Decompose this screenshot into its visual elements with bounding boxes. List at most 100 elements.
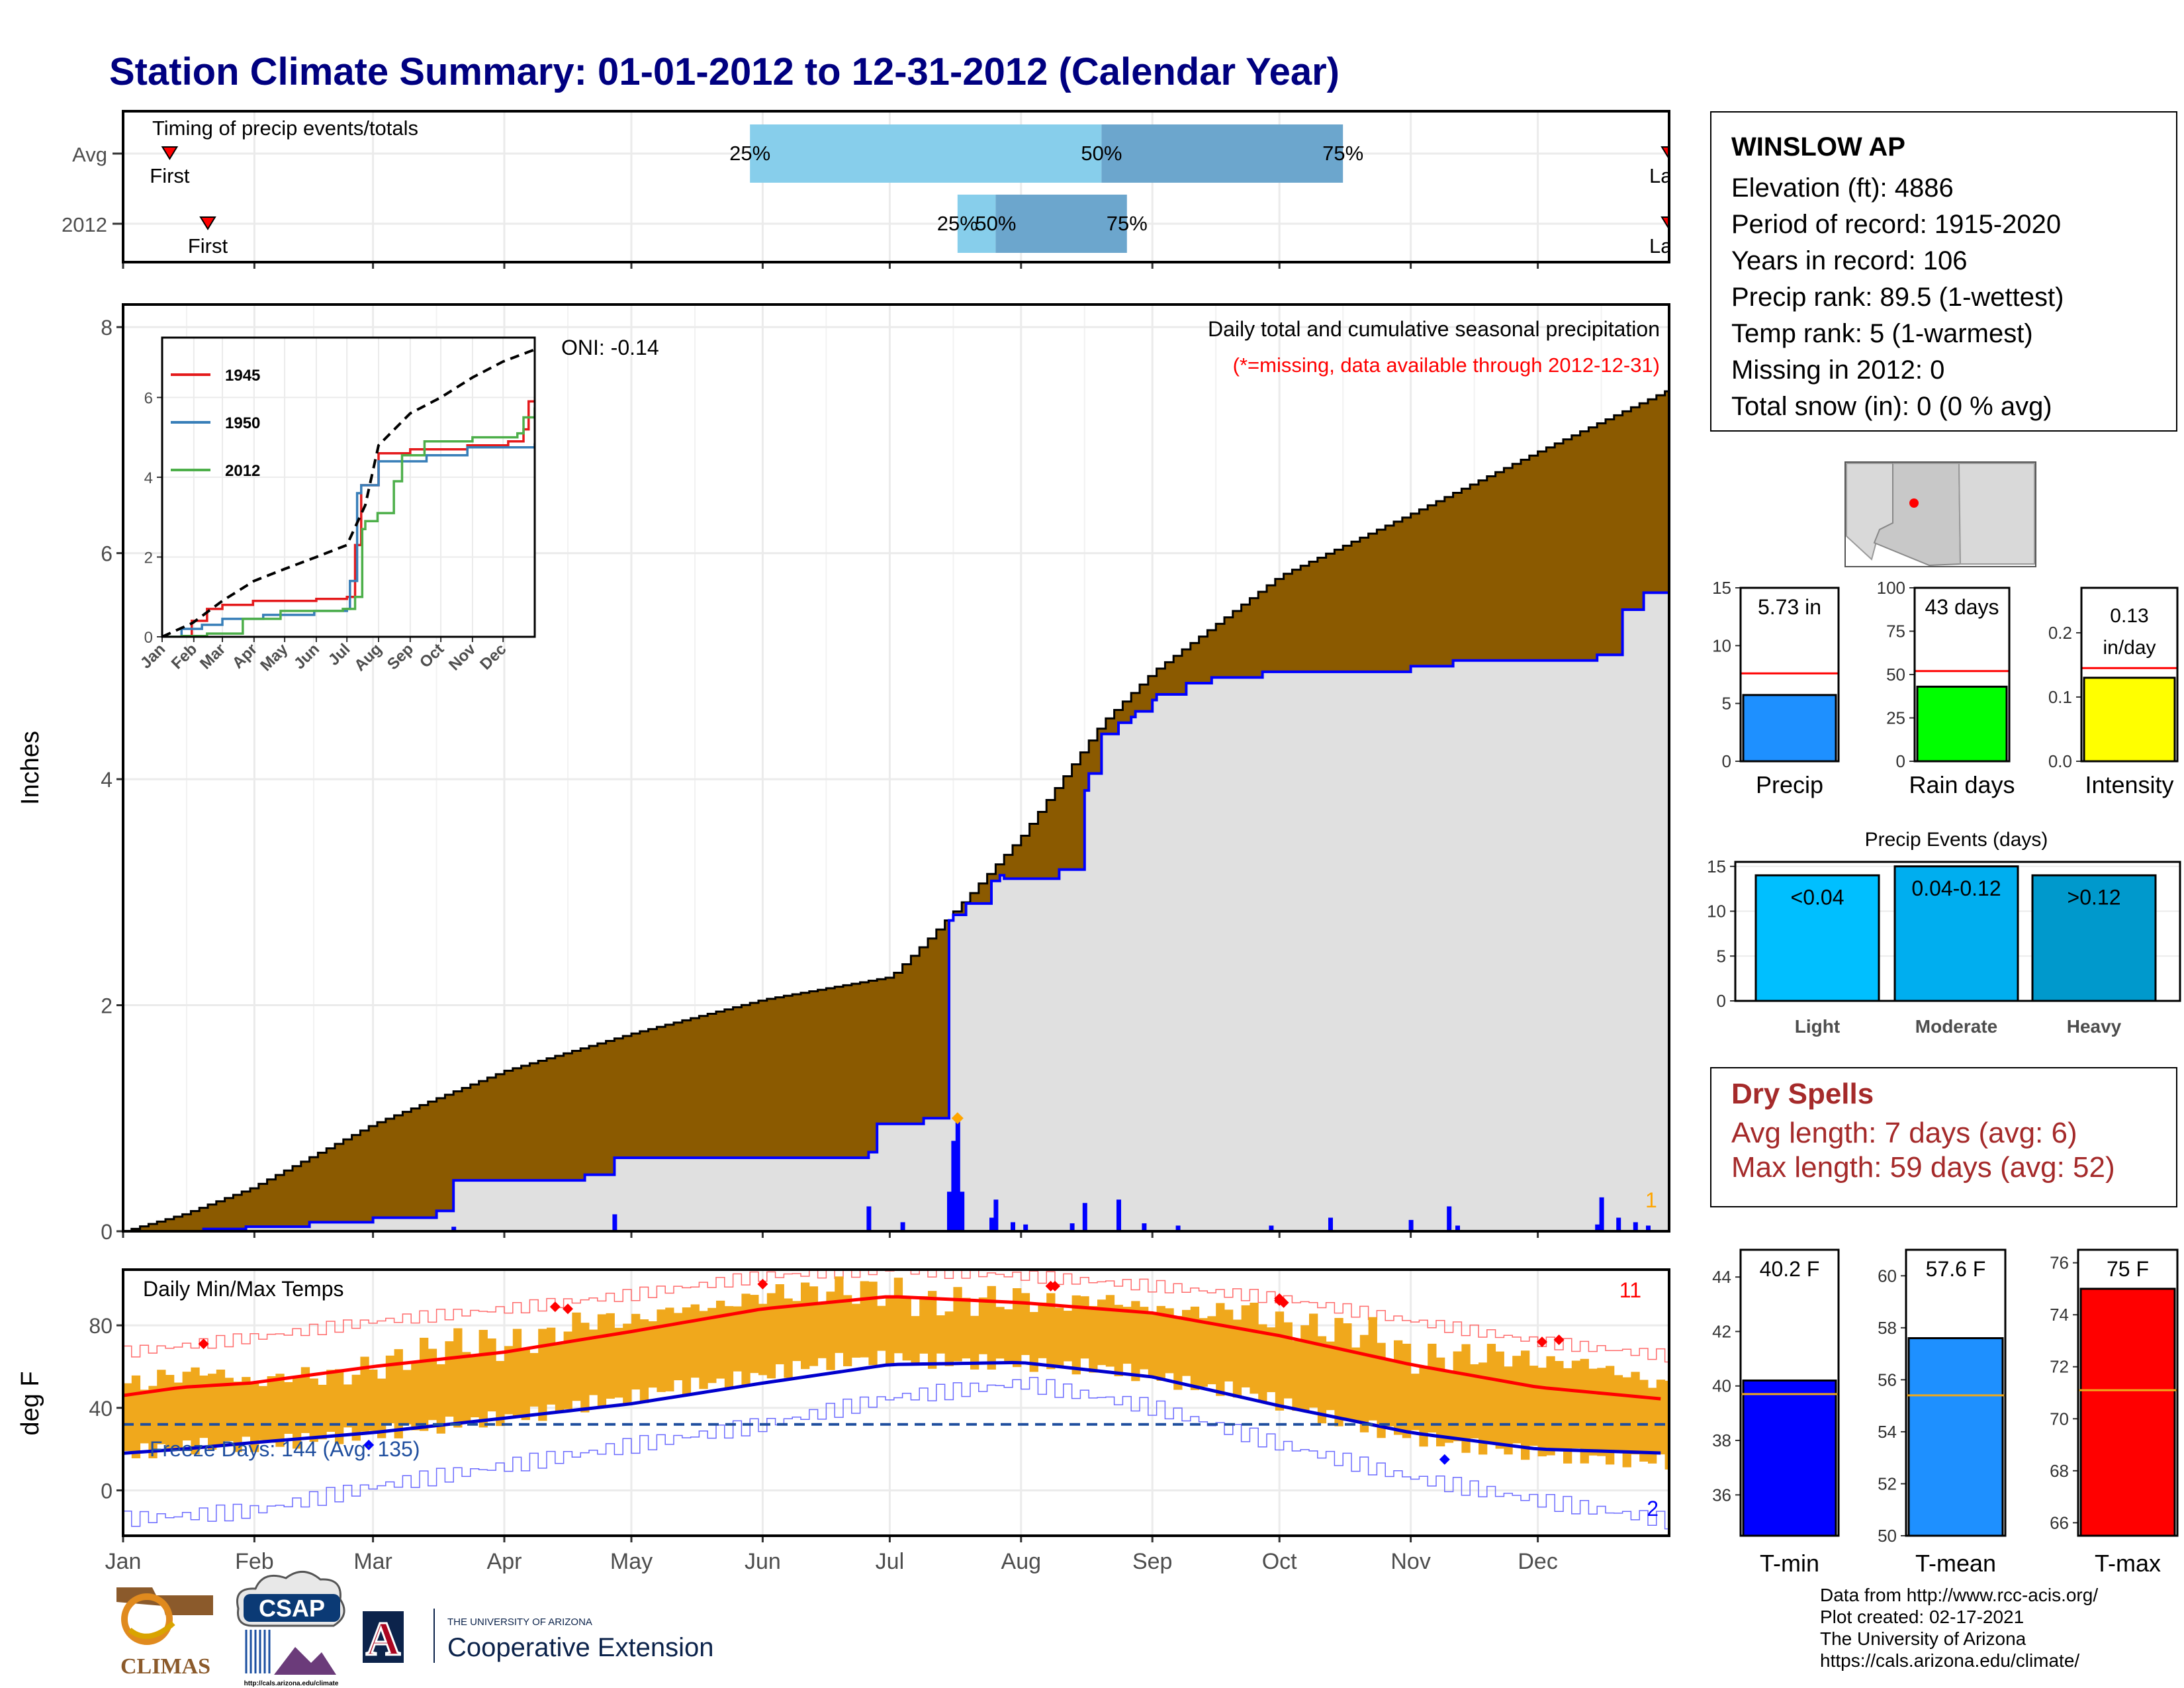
timing-row-label: Avg <box>72 143 107 166</box>
intensity-y-tick-label: 0.1 <box>2048 687 2072 707</box>
daily-temps-chart: 0 40 80 Daily Min/Max Temps Freeze Days: 144… <box>17 1268 1670 1574</box>
daily-temp-range-bar <box>1292 1340 1301 1411</box>
ua-logo-block <box>363 1611 404 1663</box>
precip_total-border <box>1739 586 1840 763</box>
daily-temp-range-bar <box>1063 1311 1073 1362</box>
daily-temp-range-bar <box>851 1303 861 1358</box>
inset-y-tick-label: 4 <box>144 469 153 487</box>
inset-bg <box>162 338 535 637</box>
timing-q50-label: 50% <box>1081 142 1122 165</box>
daily-temp-range-bar <box>1029 1311 1038 1372</box>
daily-temp-range-bar <box>1173 1315 1183 1390</box>
obs-2012-cumulative-area <box>123 586 1669 1231</box>
daily-temp-range-bar <box>351 1374 361 1441</box>
daily-temp-range-bar <box>343 1384 353 1428</box>
avg-max-line <box>123 1295 1661 1401</box>
daily-precip-bar <box>900 1222 905 1231</box>
timing-bar-q25-q50 <box>957 195 996 253</box>
events-bar-light <box>1754 874 1880 1002</box>
daily-precip-bar <box>1328 1217 1333 1231</box>
climas-logo-text: CLIMAS <box>120 1654 210 1679</box>
precip_total-y-tick-label: 15 <box>1712 578 1731 598</box>
daily-precip-bar <box>993 1199 999 1231</box>
daily-temp-range-bar <box>970 1315 979 1370</box>
daily-precip-bar <box>955 1118 960 1231</box>
daily-temp-range-bar <box>1021 1293 1030 1355</box>
daily-temp-range-bar <box>978 1297 988 1354</box>
precip_total-y-tick-label: 0 <box>1722 751 1731 771</box>
rain_days-y-tick-label: 75 <box>1886 622 1905 641</box>
rain_days-border <box>1913 586 2011 763</box>
map-state-neighbor-east <box>1958 463 2035 565</box>
daily-temp-range-bar <box>1631 1372 1640 1455</box>
daily-temp-range-bar <box>1326 1341 1335 1411</box>
credits: Data from http://www.rcc-acis.org/ Plot … <box>1820 1584 2098 1671</box>
daily-temp-range-bar <box>369 1369 378 1431</box>
cum-corner-count: 1 <box>1645 1188 1657 1212</box>
tmean-border <box>1905 1248 2007 1537</box>
record-high-marker <box>1274 1293 1285 1304</box>
daily-precip-bar <box>1269 1225 1274 1231</box>
timing-last-label: Last <box>1649 164 1688 187</box>
daily-temp-range-bar <box>1368 1317 1377 1421</box>
timing-first-label: First <box>188 234 228 258</box>
daily-temp-range-bar <box>987 1286 996 1370</box>
cum-y-tick-label: 8 <box>101 316 113 340</box>
record-high-marker <box>1537 1336 1547 1348</box>
tmean-y-tick-label: 50 <box>1878 1526 1897 1546</box>
daily-temp-range-bar <box>377 1378 387 1438</box>
intensity-value-unit: in/day <box>2103 637 2156 659</box>
daily-temp-range-bar <box>801 1282 810 1370</box>
cum-chart-subtitle: (*=missing, data available through 2012-… <box>1233 353 1660 377</box>
daily-temp-range-bar <box>1190 1306 1200 1390</box>
daily-temp-range-bar <box>453 1328 463 1428</box>
cum-y-tick-label: 2 <box>101 994 113 1018</box>
daily-temp-range-bar <box>1089 1305 1098 1373</box>
logos: CLIMAS CSAP http://cals.arizona.edu/climat… <box>116 1571 713 1687</box>
precip_total-value-text: 5.73 in <box>1758 595 1821 619</box>
daily-temp-range-bar <box>589 1329 598 1395</box>
month-tick-label: Aug <box>1001 1549 1042 1574</box>
daily-temp-range-bar <box>1597 1368 1606 1456</box>
daily-temp-range-bar <box>1232 1319 1242 1398</box>
month-tick-label: Feb <box>235 1549 274 1574</box>
daily-temp-range-bar <box>1267 1327 1276 1393</box>
daily-precip-bar <box>1455 1225 1460 1231</box>
daily-temp-range-bar <box>1470 1364 1479 1438</box>
events-category-label: Heavy <box>2067 1016 2122 1037</box>
climas-logo-sun-icon <box>121 1593 173 1645</box>
daily-temp-range-bar <box>1377 1342 1386 1438</box>
timing-bar-q25-q50 <box>750 124 1102 183</box>
month-tick-label: Jun <box>745 1549 781 1574</box>
station-location-dot <box>1909 498 1919 508</box>
daily-temp-range-bar <box>1038 1302 1047 1358</box>
daily-temp-range-bar <box>758 1303 768 1376</box>
inset-lines <box>162 348 535 637</box>
daily-temp-range-bar <box>936 1315 946 1354</box>
daily-temp-range-bar <box>995 1307 1005 1359</box>
month-tick-label: Nov <box>1390 1549 1430 1574</box>
station-name: WINSLOW AP <box>1731 132 1905 162</box>
events-bar-label: >0.12 <box>2068 885 2121 909</box>
credit-url: https://cals.arizona.edu/climate/ <box>1820 1650 2080 1671</box>
daily-temp-range-bar <box>402 1370 412 1425</box>
daily-temp-range-bar <box>123 1383 132 1452</box>
rain_days-category-label: Rain days <box>1909 771 2015 798</box>
daily-temp-range-bar <box>707 1307 717 1383</box>
daily-temp-range-bar <box>1283 1322 1293 1399</box>
daily-temp-range-bar <box>902 1297 911 1361</box>
daily-temp-range-bar <box>953 1287 962 1362</box>
daily-temp-range-bar <box>1140 1307 1149 1370</box>
inset-legend-label: 1945 <box>225 367 260 385</box>
daily-temp-range-bar <box>165 1375 175 1450</box>
daily-temp-range-bar <box>335 1369 344 1444</box>
daily-temp-range-bar <box>572 1312 581 1401</box>
daily-temp-range-bar <box>1394 1340 1403 1435</box>
daily-temp-range-bar <box>614 1327 623 1398</box>
daily-temp-range-bar <box>1614 1375 1623 1451</box>
tmax-y-tick-label: 68 <box>2050 1461 2069 1481</box>
rain_days-y-tick-label: 25 <box>1886 708 1905 728</box>
rain_days-value-text: 43 days <box>1925 595 1999 619</box>
csap-url-text: http://cals.arizona.edu/climate <box>244 1680 339 1687</box>
